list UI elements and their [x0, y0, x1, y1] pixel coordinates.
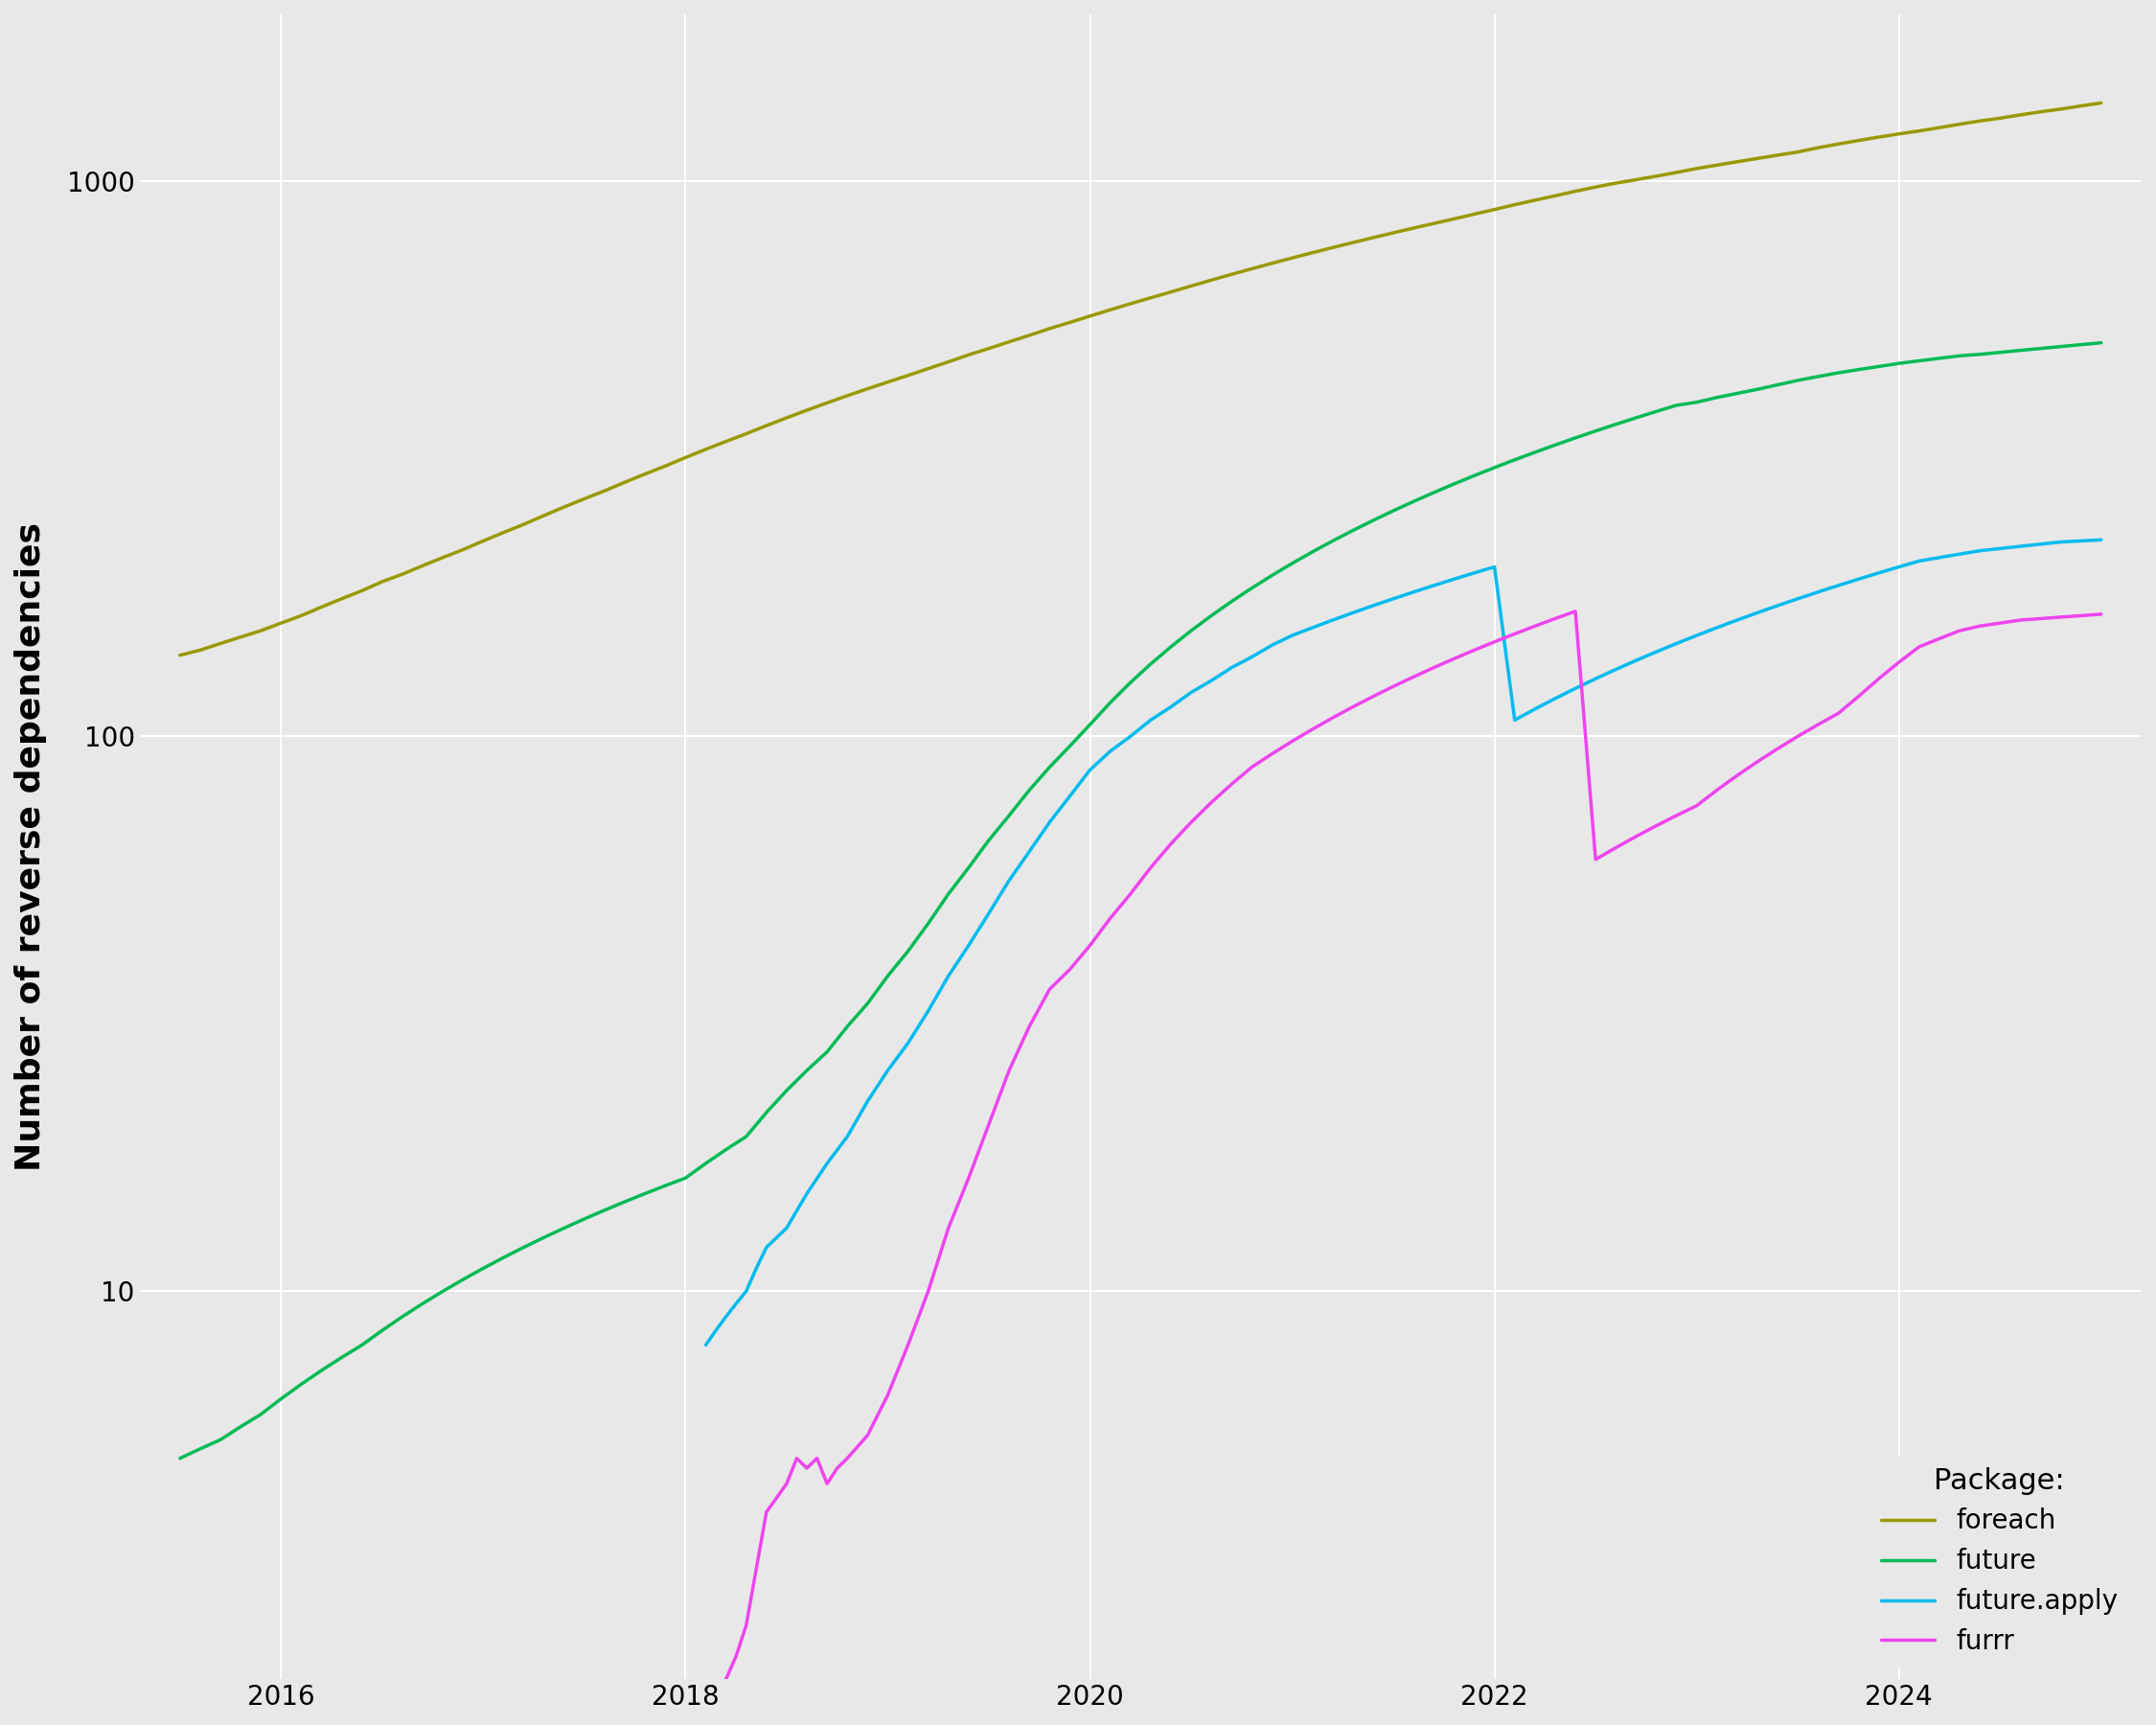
- future: [2089, 333, 2115, 354]
- furrr: [2089, 604, 2115, 624]
- future: [714, 1138, 740, 1159]
- foreach: [429, 547, 455, 568]
- future: [1927, 348, 1953, 369]
- future.apply: [692, 1335, 718, 1356]
- future: [429, 1282, 455, 1302]
- Line: foreach: foreach: [179, 104, 2102, 656]
- foreach: [2089, 93, 2115, 114]
- Line: furrr: furrr: [727, 611, 2102, 1678]
- foreach: [1199, 269, 1225, 290]
- future: [1199, 605, 1225, 626]
- future: [996, 806, 1022, 826]
- foreach: [996, 331, 1022, 352]
- Legend: foreach, future, future.apply, furrr: foreach, future, future.apply, furrr: [1871, 1456, 2128, 1666]
- furrr: [1906, 637, 1932, 657]
- future.apply: [955, 935, 981, 956]
- future.apply: [1947, 543, 1973, 564]
- foreach: [1927, 117, 1953, 138]
- furrr: [1117, 883, 1143, 904]
- future.apply: [1117, 726, 1143, 747]
- Line: future: future: [179, 343, 2102, 1458]
- future: [166, 1447, 192, 1468]
- future.apply: [1886, 557, 1912, 578]
- foreach: [1138, 288, 1164, 309]
- foreach: [166, 645, 192, 666]
- furrr: [714, 1668, 740, 1689]
- furrr: [1966, 616, 1992, 637]
- future: [1138, 654, 1164, 674]
- furrr: [955, 1168, 981, 1189]
- future.apply: [2089, 530, 2115, 550]
- future.apply: [1360, 595, 1386, 616]
- furrr: [1865, 668, 1891, 688]
- Y-axis label: Number of reverse dependencies: Number of reverse dependencies: [15, 523, 47, 1171]
- future.apply: [1846, 569, 1871, 590]
- furrr: [1563, 600, 1589, 621]
- Line: future.apply: future.apply: [705, 540, 2102, 1346]
- foreach: [714, 431, 740, 452]
- furrr: [1360, 687, 1386, 707]
